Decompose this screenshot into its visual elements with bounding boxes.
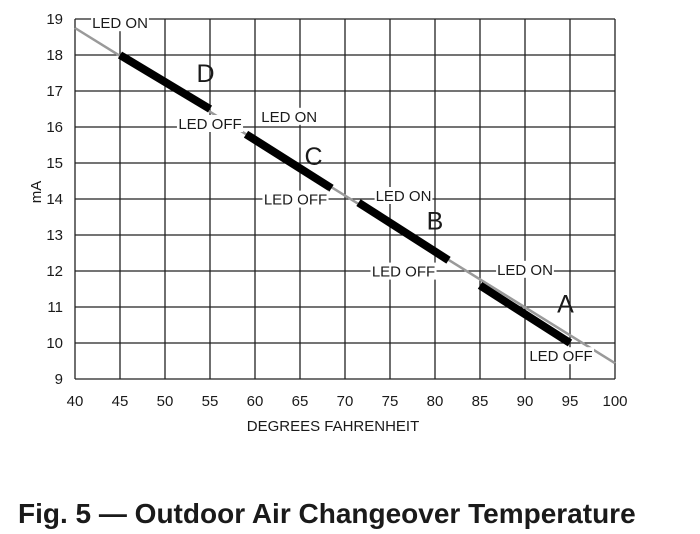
led-on-label-backdrop [91,14,149,32]
x-tick-label: 75 [382,393,399,410]
x-axis-ticks: 40 45 50 55 60 65 70 75 80 85 90 95 100 [67,393,628,410]
x-tick-label: 100 [602,393,627,410]
changeover-chart: 40 45 50 55 60 65 70 75 80 85 90 95 100 9 10 11 12 13 14 1… [28,11,628,435]
y-tick-label: 14 [46,191,63,208]
zone-letter: D [196,60,214,88]
y-tick-label: 9 [55,371,63,388]
led-on-label: LED ON [92,15,148,32]
led-off-label-backdrop [370,262,437,280]
led-off-label-backdrop [262,190,329,208]
x-tick-label: 55 [202,393,219,410]
led-off-label-backdrop [176,115,244,132]
y-tick-label: 10 [46,335,63,352]
zone-letter: A [557,290,574,318]
zone-letter: C [304,143,322,171]
led-off-label-backdrop [527,347,595,365]
zones: LED ON LED OFF D LED ON LED OFF C LED ON LED OF… [91,14,595,365]
y-tick-label: 19 [46,11,63,28]
x-tick-label: 95 [562,393,579,410]
zone-letter: B [427,208,444,236]
y-tick-label: 17 [46,83,63,100]
led-off-label: LED OFF [264,192,327,209]
x-tick-label: 60 [247,393,264,410]
led-off-label: LED OFF [178,116,241,133]
y-tick-label: 18 [46,47,63,64]
figure-caption: Fig. 5 — Outdoor Air Changeover Temperat… [18,498,636,529]
zone-b-segment [356,199,451,264]
x-tick-label: 90 [517,393,534,410]
led-on-label-backdrop [496,260,554,278]
zone-d-segment [117,51,213,113]
y-tick-label: 12 [46,263,63,280]
x-tick-label: 80 [427,393,444,410]
y-tick-label: 15 [46,155,63,172]
x-tick-label: 50 [157,393,174,410]
led-on-label: LED ON [497,262,553,279]
led-on-label-backdrop [260,107,319,125]
x-tick-label: 65 [292,393,309,410]
led-on-label-backdrop [374,187,433,204]
x-axis-label: DEGREES FAHRENHEIT [247,418,420,435]
led-on-label: LED ON [376,188,432,205]
led-off-label: LED OFF [372,264,435,281]
x-tick-label: 70 [337,393,354,410]
grid [74,18,616,380]
zone-c-segment [243,130,334,192]
y-axis-label: mA [28,181,45,204]
y-axis-ticks: 9 10 11 12 13 14 15 16 17 18 19 [46,11,63,388]
zone-a-segment [477,282,573,347]
led-off-label: LED OFF [529,348,592,365]
x-tick-label: 85 [472,393,489,410]
y-tick-label: 11 [47,299,63,316]
y-tick-label: 16 [46,119,63,136]
y-tick-label: 13 [46,227,63,244]
led-on-label: LED ON [261,109,317,126]
x-tick-label: 40 [67,393,84,410]
x-tick-label: 45 [112,393,129,410]
